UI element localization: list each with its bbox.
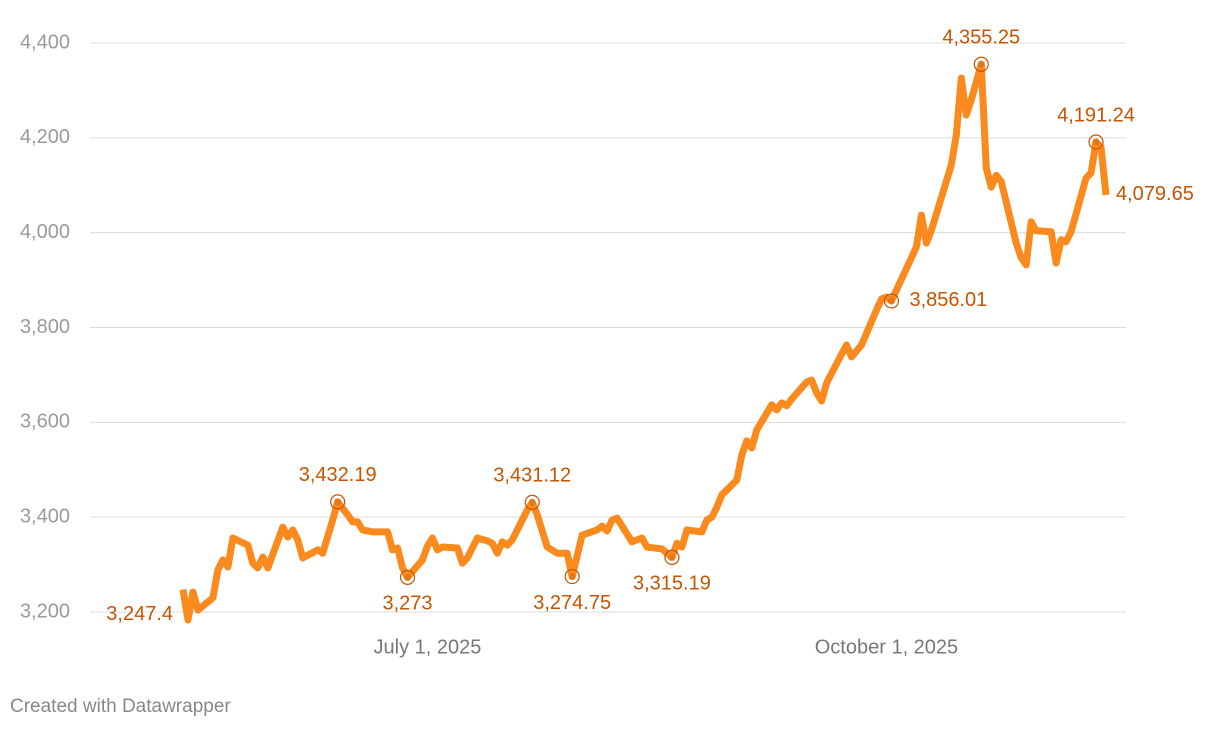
line [179,60,1110,624]
y-tick-label: 3,200 [20,600,70,622]
point-marker [330,494,346,510]
x-tick-label: October 1, 2025 [815,636,958,658]
value-label: 3,247.4 [106,603,173,625]
credit: Created with Datawrapper [10,696,231,717]
value-label: 3,315.19 [633,573,711,595]
y-tick-label: 3,400 [20,505,70,527]
value-label: 4,079.65 [1116,183,1194,205]
point-dot [977,60,985,68]
value-label: 3,431.12 [493,465,571,487]
point-marker [664,549,680,565]
point-marker [1088,134,1104,150]
point-marker [973,56,989,72]
value-label: 4,355.25 [942,27,1020,49]
point-marker [524,494,540,511]
point-marker [399,569,416,585]
y-tick-label: 3,800 [20,316,70,338]
value-label: 3,273 [382,593,432,615]
point-marker [883,293,900,309]
value-label: 4,191.24 [1057,104,1135,126]
point-dot [528,498,536,506]
value-label: 3,856.01 [909,289,987,311]
value-label: 3,432.19 [299,464,377,486]
y-tick-label: 4,000 [20,221,70,243]
x-tick-label: July 1, 2025 [374,636,482,658]
point-dot [887,297,895,305]
point-dot [1092,138,1100,146]
y-tick-label: 4,200 [20,126,70,148]
point-dot [404,573,412,581]
point-marker [564,568,580,585]
value-label: 3,274.75 [533,592,611,614]
y-tick-label: 4,400 [20,31,70,53]
point-dot [668,553,676,561]
y-tick-label: 3,600 [20,411,70,433]
point-dot [568,573,576,581]
point-dot [334,498,342,506]
